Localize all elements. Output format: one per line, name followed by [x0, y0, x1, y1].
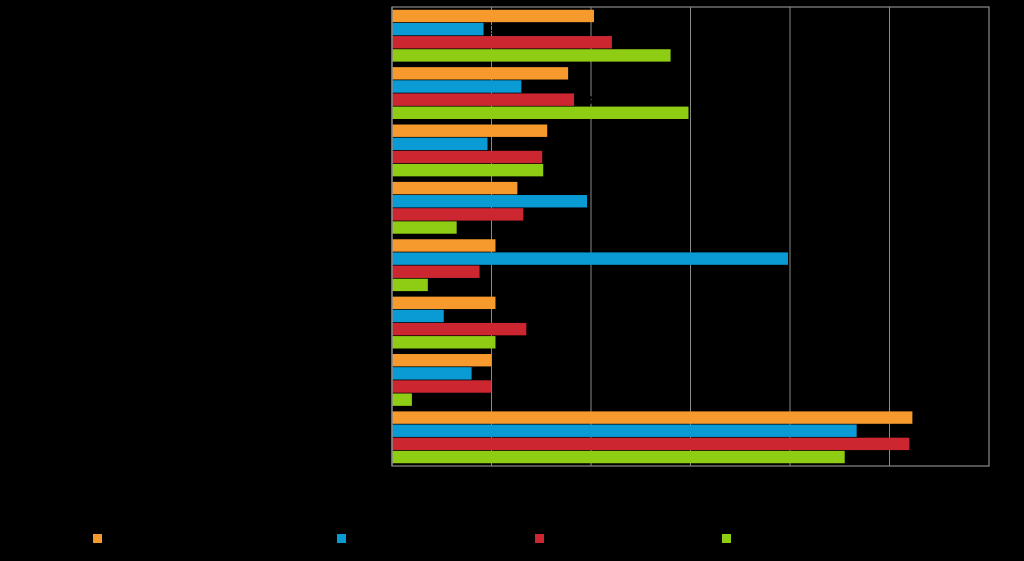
- bar: [392, 309, 444, 323]
- data-label: 18: [572, 66, 586, 81]
- bar: [392, 93, 575, 106]
- bar: [392, 450, 845, 464]
- bar: [392, 239, 496, 252]
- x-tick-label: 20: [584, 473, 598, 487]
- data-label: 10: [496, 353, 510, 368]
- data-label: 10: [499, 296, 513, 311]
- bar: [392, 437, 910, 451]
- data-label: 10: [492, 137, 506, 152]
- legend-item: [722, 528, 737, 548]
- data-label: 15: [546, 150, 560, 165]
- legend-item: [337, 528, 352, 548]
- data-label: 5: [448, 309, 455, 324]
- legend-swatch: [337, 533, 346, 543]
- bar: [392, 221, 457, 234]
- bar: [392, 208, 524, 221]
- data-label: 7: [461, 220, 468, 235]
- data-label: 15: [547, 163, 561, 178]
- data-label: 10: [499, 238, 513, 253]
- bar: [392, 380, 492, 393]
- x-tick-label: 10: [485, 473, 499, 487]
- x-tick-label: 30: [684, 473, 698, 487]
- data-label: 28: [675, 48, 689, 63]
- bar: [392, 393, 412, 406]
- bar: [392, 181, 518, 195]
- data-label: 13: [521, 181, 535, 196]
- x-tick-label: 60: [982, 473, 996, 487]
- data-label: 10: [499, 335, 513, 350]
- data-label: 13: [527, 207, 541, 222]
- bar: [392, 265, 480, 278]
- legend-swatch: [93, 533, 102, 543]
- data-label: 13: [530, 322, 544, 337]
- bar: [392, 296, 496, 310]
- x-tick-label: 50: [883, 473, 897, 487]
- bar: [392, 354, 492, 367]
- bar: [392, 163, 544, 177]
- legend-swatch: [722, 533, 731, 543]
- data-label: 52: [916, 410, 930, 425]
- data-label: 20: [598, 9, 612, 24]
- bar: [392, 67, 569, 80]
- bar: [392, 411, 913, 424]
- bar: [392, 336, 496, 349]
- data-label: 2: [416, 392, 423, 407]
- data-label: 46: [849, 450, 863, 465]
- data-label: 13: [525, 79, 539, 94]
- data-label: 10: [496, 379, 510, 394]
- bar: [392, 22, 484, 36]
- bar: [392, 9, 594, 23]
- data-label: 18: [578, 92, 592, 107]
- data-label: 30: [693, 105, 707, 120]
- bar: [392, 106, 689, 119]
- data-label: 52: [913, 437, 927, 452]
- data-label: 4: [432, 278, 439, 293]
- bar: [392, 322, 527, 336]
- bar: [392, 124, 548, 137]
- data-label: 22: [616, 35, 630, 50]
- bar: [392, 195, 588, 208]
- legend-item: [535, 528, 550, 548]
- x-tick-label: 0: [389, 473, 396, 487]
- data-label: 40: [792, 251, 806, 266]
- bar: [392, 367, 472, 380]
- data-label: 47: [861, 423, 875, 438]
- bar: [392, 80, 522, 93]
- bar: [392, 150, 543, 164]
- bar: [392, 36, 612, 49]
- data-label: 9: [484, 264, 491, 279]
- legend-item: [93, 528, 108, 548]
- x-tick-label: 40: [783, 473, 797, 487]
- data-label: 8: [476, 366, 483, 381]
- data-label: 16: [551, 123, 565, 138]
- legend-swatch: [535, 533, 544, 543]
- bar: [392, 137, 488, 151]
- data-label: 9: [488, 22, 495, 37]
- data-label: 20: [591, 194, 605, 209]
- bar: [392, 424, 857, 437]
- bar: [392, 278, 428, 292]
- bar: [392, 252, 789, 265]
- chart-legend: [0, 528, 1024, 548]
- bar: [392, 49, 671, 62]
